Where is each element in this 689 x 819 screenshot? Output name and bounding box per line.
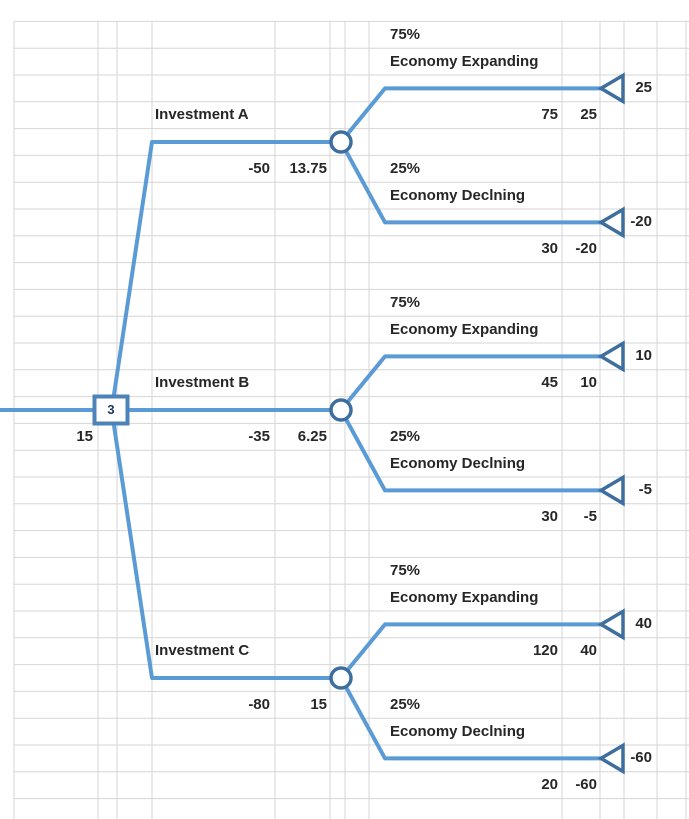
branch-line-a-declining[interactable]: [339, 141, 602, 225]
branch-line-c-expanding[interactable]: [339, 622, 602, 680]
outcome-gross-payoff: 120: [532, 642, 558, 660]
branch-cost: -80: [248, 695, 270, 713]
branch-cost: -35: [248, 427, 270, 445]
outcome-probability: 75%: [390, 293, 421, 311]
outcome-net-payoff: -60: [575, 776, 597, 794]
outcome-gross-payoff: 75: [541, 106, 558, 124]
chance-node-b[interactable]: [329, 398, 353, 422]
outcome-probability: 25%: [390, 695, 421, 713]
decision-node-number: 3: [107, 402, 115, 417]
decision-node-square[interactable]: [92, 394, 130, 426]
branch-lines: [0, 86, 602, 761]
terminal-node-c-expanding[interactable]: [597, 608, 625, 641]
branch-cost: -50: [248, 159, 270, 177]
branch-expected-value: 15: [310, 695, 327, 713]
outcome-net-payoff: -5: [583, 508, 597, 526]
terminal-value: -20: [630, 213, 652, 231]
branch-label: Investment B: [155, 374, 250, 392]
branch-expected-value: 6.25: [297, 427, 327, 445]
root-expected-value: 15: [76, 427, 93, 445]
terminal-node-a-expanding[interactable]: [597, 72, 625, 105]
chance-node-c[interactable]: [329, 666, 353, 690]
outcome-net-payoff: -20: [575, 240, 597, 258]
outcome-state: Economy Expanding: [390, 320, 539, 338]
terminal-value: 10: [635, 347, 652, 365]
outcome-probability: 25%: [390, 427, 421, 445]
outcome-probability: 75%: [390, 561, 421, 579]
outcome-state: Economy Declning: [390, 186, 526, 204]
outcome-state: Economy Expanding: [390, 588, 539, 606]
branch-line-a-expanding[interactable]: [339, 86, 602, 144]
branch-line-investment-a[interactable]: [111, 140, 341, 402]
branch-expected-value: 13.75: [289, 159, 327, 177]
outcome-net-payoff: 25: [580, 106, 597, 124]
outcome-net-payoff: 10: [580, 374, 597, 392]
terminal-value: 40: [635, 615, 652, 633]
branch-line-b-expanding[interactable]: [339, 354, 602, 412]
terminal-node-c-declining[interactable]: [597, 742, 625, 775]
terminal-node-a-declining[interactable]: [597, 206, 625, 239]
terminal-node-b-expanding[interactable]: [597, 340, 625, 373]
terminal-value: -5: [638, 481, 652, 499]
terminal-node-b-declining[interactable]: [597, 474, 625, 507]
terminal-value: 25: [635, 79, 652, 97]
chance-node-a[interactable]: [329, 130, 353, 154]
terminal-value: -60: [630, 749, 652, 767]
branch-line-c-declining[interactable]: [339, 677, 602, 761]
branch-line-investment-c[interactable]: [111, 418, 341, 680]
outcome-gross-payoff: 30: [541, 240, 558, 258]
branch-label: Investment C: [155, 642, 250, 660]
outcome-probability: 75%: [390, 25, 421, 43]
outcome-state: Economy Expanding: [390, 52, 539, 70]
outcome-net-payoff: 40: [580, 642, 597, 660]
outcome-state: Economy Declning: [390, 722, 526, 740]
branch-line-b-declining[interactable]: [339, 409, 602, 493]
outcome-gross-payoff: 45: [541, 374, 558, 392]
outcome-gross-payoff: 20: [541, 776, 558, 794]
branch-label: Investment A: [155, 106, 249, 124]
outcome-gross-payoff: 30: [541, 508, 558, 526]
outcome-probability: 25%: [390, 159, 421, 177]
outcome-state: Economy Declning: [390, 454, 526, 472]
